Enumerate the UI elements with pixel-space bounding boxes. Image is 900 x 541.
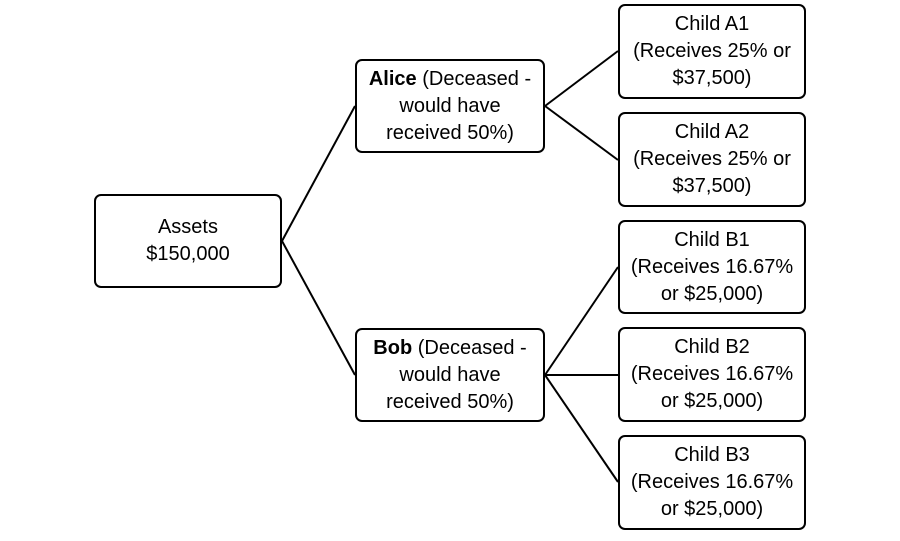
bob-node-text: Bob (Deceased - would have received 50%) (373, 335, 526, 416)
connector-bob-b3 (544, 374, 619, 483)
alice-line-3: received 50%) (386, 121, 514, 144)
child-b2-text: Child B2 (Receives 16.67% or $25,000) (631, 334, 793, 415)
alice-node: Alice (Deceased - would have received 50… (355, 59, 545, 153)
child-a1-name: Child A1 (674, 13, 750, 35)
bob-first-line: Bob (Deceased - (373, 335, 526, 362)
alice-line-2: would have (399, 94, 501, 117)
child-b1-name: Child B1 (674, 228, 750, 251)
child-a2-amount: $37,500) (672, 175, 752, 197)
child-b1-share: (Receives 16.67% (630, 255, 794, 278)
alice-name: Alice (368, 67, 417, 90)
child-b3-node: Child B3 (Receives 16.67% or $25,000) (618, 435, 806, 530)
connector-bob-b1 (544, 266, 619, 376)
assets-amount: $150,000 (146, 243, 230, 265)
child-b3-text: Child B3 (Receives 16.67% or $25,000) (631, 442, 793, 523)
child-a2-text: Child A2 (Receives 25% or $37,500) (633, 119, 791, 200)
alice-first-line: Alice (Deceased - (369, 66, 531, 93)
child-a2-name: Child A2 (674, 121, 750, 143)
bob-line-3: received 50%) (386, 390, 514, 413)
child-b2-share: (Receives 16.67% (630, 363, 794, 385)
child-b2-amount: or $25,000) (660, 390, 764, 412)
child-a2-node: Child A2 (Receives 25% or $37,500) (618, 112, 806, 207)
child-a1-node: Child A1 (Receives 25% or $37,500) (618, 4, 806, 99)
connector-root-bob (281, 240, 356, 376)
child-b2-node: Child B2 (Receives 16.67% or $25,000) (618, 327, 806, 422)
assets-node-text: Assets $150,000 (146, 214, 229, 268)
child-b1-node: Child B1 (Receives 16.67% or $25,000) (618, 220, 806, 314)
alice-status: (Deceased - (416, 67, 532, 90)
child-b1-amount: or $25,000) (660, 282, 764, 305)
bob-name: Bob (373, 336, 413, 359)
child-b1-text: Child B1 (Receives 16.67% or $25,000) (631, 227, 793, 308)
child-b3-amount: or $25,000) (660, 498, 764, 520)
bob-node: Bob (Deceased - would have received 50%) (355, 328, 545, 422)
connector-alice-a1 (544, 50, 619, 107)
child-a1-amount: $37,500) (672, 67, 752, 89)
connector-root-alice (281, 105, 356, 242)
child-a2-share: (Receives 25% or (633, 148, 791, 170)
child-b2-name: Child B2 (674, 336, 750, 358)
child-a1-share: (Receives 25% or (633, 40, 791, 62)
assets-node: Assets $150,000 (94, 194, 282, 288)
connector-alice-a2 (544, 105, 619, 161)
child-b3-share: (Receives 16.67% (630, 471, 794, 493)
assets-label: Assets (157, 216, 218, 238)
bob-status: (Deceased - (412, 336, 527, 359)
alice-node-text: Alice (Deceased - would have received 50… (369, 66, 531, 147)
child-a1-text: Child A1 (Receives 25% or $37,500) (633, 11, 791, 92)
bob-line-2: would have (399, 363, 501, 386)
child-b3-name: Child B3 (674, 444, 750, 466)
